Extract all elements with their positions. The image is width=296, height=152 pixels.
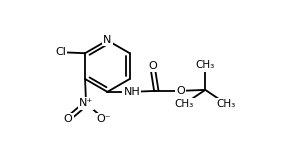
Text: N⁺: N⁺	[79, 98, 93, 108]
Text: O: O	[148, 61, 157, 71]
Text: Cl: Cl	[55, 47, 66, 57]
Text: O⁻: O⁻	[97, 114, 111, 124]
Text: CH₃: CH₃	[217, 99, 236, 109]
Text: CH₃: CH₃	[196, 60, 215, 70]
Text: O: O	[176, 86, 185, 96]
Text: CH₃: CH₃	[175, 99, 194, 109]
Text: O: O	[64, 114, 73, 124]
Text: NH: NH	[123, 87, 140, 97]
Text: N: N	[103, 35, 112, 45]
